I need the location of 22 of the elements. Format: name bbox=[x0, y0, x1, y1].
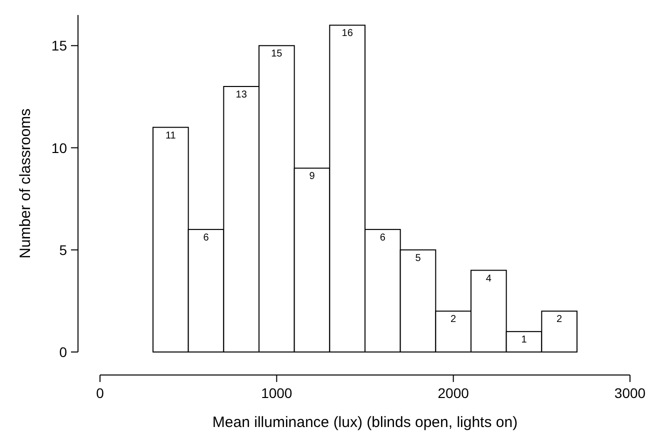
x-tick-label: 1000 bbox=[261, 385, 292, 401]
data-label: 2 bbox=[450, 314, 457, 326]
y-tick-label: 10 bbox=[51, 140, 68, 156]
x-tick-label: 0 bbox=[96, 385, 104, 401]
y-tick-label: 15 bbox=[51, 38, 68, 54]
y-tick-label: 0 bbox=[59, 344, 68, 360]
data-label: 2 bbox=[556, 314, 563, 326]
y-axis-title: Number of classrooms bbox=[17, 108, 34, 259]
data-label: 16 bbox=[342, 28, 354, 40]
data-label: 6 bbox=[380, 232, 386, 244]
data-label: 13 bbox=[236, 89, 248, 100]
data-label: 4 bbox=[486, 273, 492, 284]
data-label: 6 bbox=[203, 232, 210, 244]
x-axis-title: Mean illuminance (lux) (blinds open, lights on) bbox=[212, 414, 518, 431]
data-label: 1 bbox=[521, 334, 528, 346]
data-label: 11 bbox=[165, 130, 176, 142]
x-tick-label: 2000 bbox=[438, 385, 470, 401]
data-label: 15 bbox=[271, 48, 283, 60]
x-tick-label: 3000 bbox=[614, 385, 646, 401]
data-label: 9 bbox=[309, 171, 316, 182]
data-label: 5 bbox=[415, 252, 422, 264]
y-tick-label: 5 bbox=[59, 242, 68, 258]
